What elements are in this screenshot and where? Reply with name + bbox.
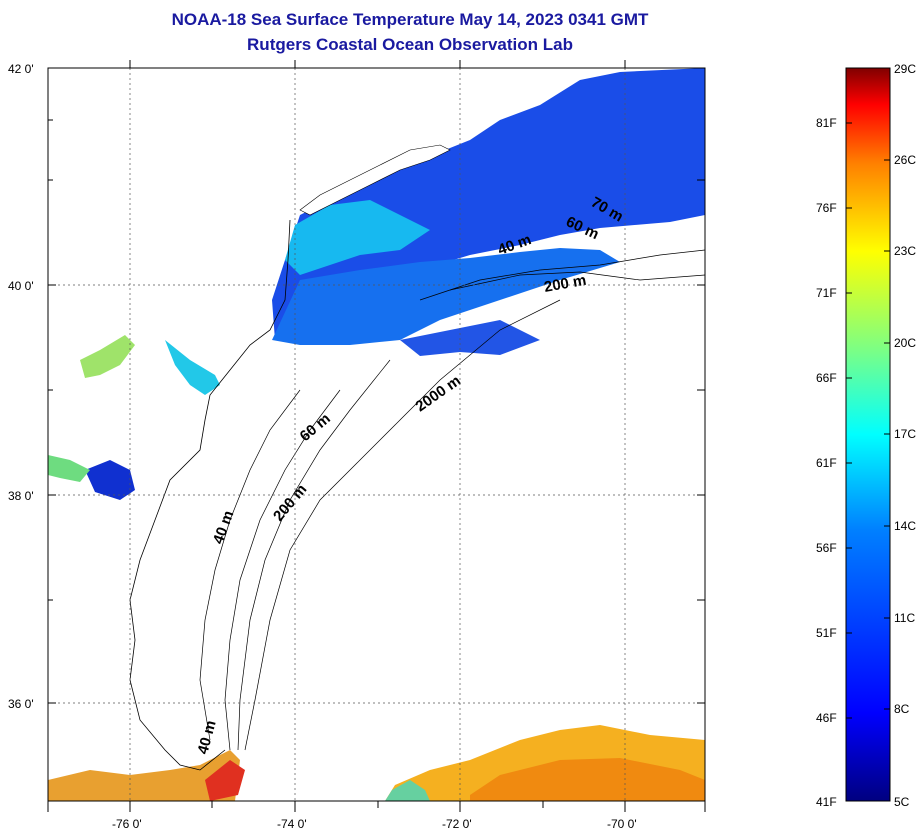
long-island-land	[299, 144, 451, 216]
colorbar-c-label: 23C	[894, 244, 916, 258]
colorbar-f-label: 76F	[816, 201, 837, 215]
colorbar-c-label: 20C	[894, 336, 916, 350]
bathy-contour-40m	[199, 389, 301, 741]
map-subtitle: Rutgers Coastal Ocean Observation Lab	[247, 35, 573, 54]
bathy-contour-north	[419, 249, 705, 301]
sst-hatteras-warm	[48, 750, 240, 801]
lat-label: 40 0'	[8, 279, 34, 293]
coastline	[129, 219, 291, 771]
lat-label: 36 0'	[8, 697, 34, 711]
colorbar-c-label: 11C	[894, 611, 915, 625]
map-title: NOAA-18 Sea Surface Temperature May 14, …	[171, 10, 649, 29]
bathy-contour-north-2	[449, 271, 705, 291]
colorbar-f-label: 46F	[816, 711, 837, 725]
map-frame	[47, 67, 706, 802]
sst-hatteras-hot	[205, 760, 245, 801]
colorbar-ticks	[846, 122, 890, 719]
bathy-contour-2000m	[244, 299, 561, 751]
colorbar-c-label: 14C	[894, 519, 916, 533]
colorbar-f-label: 41F	[816, 795, 837, 809]
colorbar-f-label: 71F	[816, 286, 837, 300]
sst-data-layer	[48, 68, 705, 801]
colorbar-c-label: 17C	[894, 427, 916, 441]
map-grid	[48, 68, 705, 801]
sst-blue-patch-south	[400, 320, 540, 356]
colorbar-c-label: 5C	[894, 795, 910, 809]
depth-label: 60 m	[297, 410, 334, 445]
colorbar-c-label: 8C	[894, 702, 910, 716]
depth-label: 40 m	[210, 508, 238, 546]
bathy-contour-200m	[237, 359, 391, 751]
colorbar-c-label: 29C	[894, 62, 916, 76]
lon-label: -72 0'	[442, 817, 472, 831]
depth-label: 2000 m	[413, 372, 464, 415]
colorbar-f-label: 51F	[816, 626, 837, 640]
colorbar-f-label: 56F	[816, 541, 837, 555]
colorbar-c-label: 26C	[894, 153, 916, 167]
sst-cool-edge-south	[385, 780, 430, 801]
colorbar-f-label: 66F	[816, 371, 837, 385]
chesapeake-bay-water	[80, 335, 135, 378]
lon-label: -74 0'	[277, 817, 307, 831]
sst-warm-core-south	[470, 758, 705, 801]
chesapeake-bay-deep	[85, 460, 135, 500]
colorbar-f-label: 81F	[816, 116, 837, 130]
depth-label: 40 m	[194, 719, 219, 756]
bathy-contour-60m	[224, 389, 341, 751]
colorbar	[845, 67, 891, 802]
sst-cyan-nearshore	[285, 200, 430, 275]
potomac-water	[48, 455, 90, 482]
lon-label: -76 0'	[112, 817, 142, 831]
lat-label: 42 0'	[8, 62, 34, 76]
lat-label: 38 0'	[8, 489, 34, 503]
sst-blue-shelf	[272, 248, 620, 345]
axis-ticks	[47, 60, 706, 812]
lon-label: -70 0'	[607, 817, 637, 831]
colorbar-f-label: 61F	[816, 456, 837, 470]
delaware-bay-water	[165, 340, 220, 395]
